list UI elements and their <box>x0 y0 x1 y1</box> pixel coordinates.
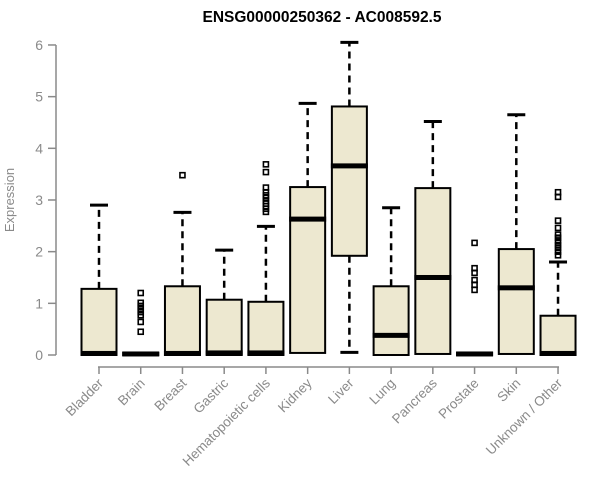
iqr-box <box>247 300 285 357</box>
median-line <box>247 350 285 356</box>
median-line <box>497 285 535 291</box>
outlier-point <box>137 299 145 307</box>
median-line <box>456 351 494 357</box>
box-group-hematopoietic-cells <box>247 161 285 357</box>
x-tick-label-skin: Skin <box>494 376 523 405</box>
outlier-point <box>137 328 145 336</box>
outlier-point <box>137 318 145 326</box>
iqr-box <box>539 314 577 357</box>
outlier-point <box>262 161 270 168</box>
median-line <box>80 350 118 356</box>
x-tick-label-unknown-other: Unknown / Other <box>483 375 566 458</box>
box-group-kidney <box>289 101 327 354</box>
x-tick-label-bladder: Bladder <box>63 375 107 419</box>
iqr-box <box>330 105 368 257</box>
x-tick-label-liver: Liver <box>325 375 357 407</box>
outlier-point <box>179 171 186 179</box>
median-line <box>539 350 577 356</box>
x-tick-label-prostate: Prostate <box>436 376 482 422</box>
y-tick-label: 2 <box>35 244 43 260</box>
outlier-point <box>471 239 478 247</box>
outlier-point <box>554 241 562 249</box>
median-line <box>330 163 368 169</box>
box-group-skin <box>497 113 535 355</box>
outlier-point <box>554 217 562 224</box>
outlier-point <box>471 286 478 294</box>
y-axis-title: Expression <box>2 168 17 232</box>
box-group-prostate <box>456 239 494 357</box>
chart-title: ENSG00000250362 - AC008592.5 <box>203 9 442 26</box>
outlier-point <box>471 276 478 284</box>
iqr-box <box>205 298 243 357</box>
median-line <box>289 216 327 222</box>
iqr-box <box>80 287 118 356</box>
iqr-box <box>289 186 327 354</box>
box-group-unknown-other <box>539 188 577 357</box>
x-tick-label-lung: Lung <box>366 376 398 408</box>
x-tick-label-brain: Brain <box>115 376 148 409</box>
box-group-pancreas <box>414 119 452 355</box>
y-tick-label: 6 <box>35 37 43 53</box>
iqr-box <box>163 285 201 356</box>
box-group-bladder <box>80 203 118 356</box>
median-line <box>122 351 160 357</box>
box-group-brain <box>122 289 160 357</box>
outlier-point <box>554 188 562 196</box>
iqr-box <box>497 248 535 355</box>
box-group-breast <box>163 171 201 356</box>
x-tick-label-kidney: Kidney <box>275 375 315 415</box>
x-tick-label-gastric: Gastric <box>190 375 231 416</box>
box-group-liver <box>330 40 368 354</box>
median-line <box>414 274 452 280</box>
outlier-point <box>471 264 478 272</box>
median-line <box>205 350 243 356</box>
box-group-gastric <box>205 248 243 357</box>
median-line <box>163 350 201 356</box>
median-line <box>372 332 410 338</box>
iqr-box <box>372 285 410 356</box>
y-tick-label: 3 <box>35 192 43 208</box>
outlier-point <box>554 238 562 245</box>
outlier-point <box>262 168 270 176</box>
iqr-box <box>414 187 452 355</box>
outlier-point <box>262 184 270 191</box>
outlier-point <box>554 251 562 259</box>
y-tick-label: 0 <box>35 347 43 363</box>
x-tick-label-pancreas: Pancreas <box>389 375 440 426</box>
outlier-point <box>554 248 562 255</box>
plot-layer: 0 1 2 3 4 5 6 Bladder Brain Breast GastricHematopo… <box>35 37 577 469</box>
outlier-point <box>137 289 145 297</box>
outlier-point <box>554 224 562 232</box>
x-tick-label-breast: Breast <box>151 375 189 413</box>
y-axis: 0 1 2 3 4 5 6 <box>35 37 57 363</box>
y-tick-label: 4 <box>35 140 43 156</box>
outlier-point <box>554 231 562 238</box>
y-tick-label: 1 <box>35 295 43 311</box>
box-group-lung <box>372 206 410 356</box>
y-tick-label: 5 <box>35 89 43 105</box>
